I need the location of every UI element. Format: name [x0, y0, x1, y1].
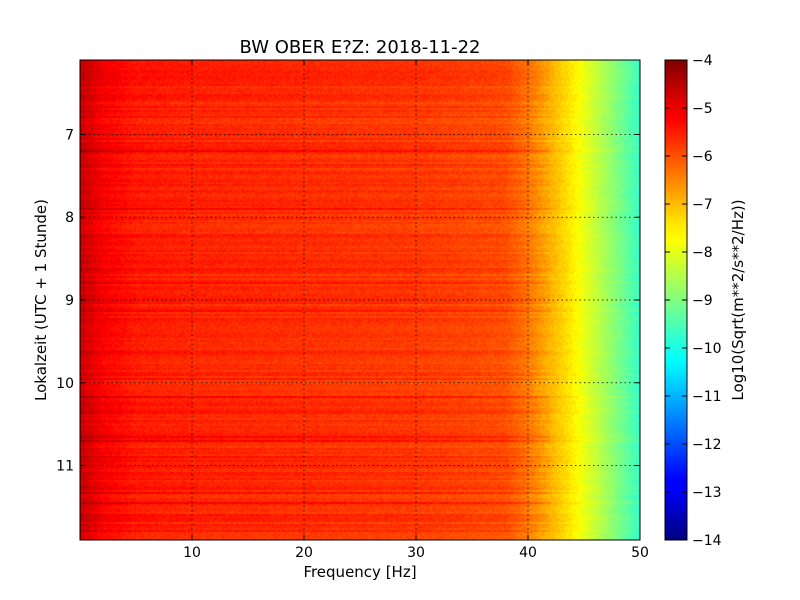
colorbar-tick-label: −5 [692, 101, 713, 117]
colorbar-tick-label: −14 [692, 533, 722, 549]
x-tick-label: 30 [407, 545, 425, 561]
y-tick-label: 7 [65, 127, 74, 143]
colorbar-tick-label: −11 [692, 389, 722, 405]
y-tick-label: 8 [65, 210, 74, 226]
colorbar-tick-label: −10 [692, 341, 722, 357]
colorbar-tick-label: −13 [692, 485, 722, 501]
colorbar: −4 −5 −6 −7 −8 −9 −10 −11 −12 −13 −14 Log10(Sqrt(m… [664, 53, 747, 549]
colorbar-tick-label: −9 [692, 293, 713, 309]
colorbar-tick-label: −8 [692, 245, 713, 261]
colorbar-tick-label: −12 [692, 437, 722, 453]
y-axis-label: Lokalzeit (UTC + 1 Stunde) [32, 199, 50, 401]
y-tick-label: 10 [56, 376, 74, 392]
x-tick-label: 50 [631, 545, 649, 561]
colorbar-tick-label: −7 [692, 197, 713, 213]
chart-title: BW OBER E?Z: 2018-11-22 [240, 37, 481, 58]
x-axis-ticks: 10 20 30 40 50 [183, 60, 649, 561]
colorbar-tick-label: −6 [692, 149, 713, 165]
y-axis-ticks: 7 8 9 10 11 [56, 127, 640, 475]
x-tick-label: 10 [183, 545, 201, 561]
x-tick-label: 40 [519, 545, 537, 561]
colorbar-ticks: −4 −5 −6 −7 −8 −9 −10 −11 −12 −13 −14 [665, 53, 722, 549]
y-tick-label: 9 [65, 293, 74, 309]
x-axis-label: Frequency [Hz] [303, 563, 416, 581]
colorbar-label: Log10(Sqrt(m**2/s**2/Hz)) [729, 199, 747, 400]
colorbar-tick-label: −4 [692, 53, 713, 69]
plot-area: 10 20 30 40 50 7 8 9 10 11 [56, 59, 649, 561]
y-tick-label: 11 [56, 459, 74, 475]
x-tick-label: 20 [295, 545, 313, 561]
grid-lines [80, 60, 640, 540]
